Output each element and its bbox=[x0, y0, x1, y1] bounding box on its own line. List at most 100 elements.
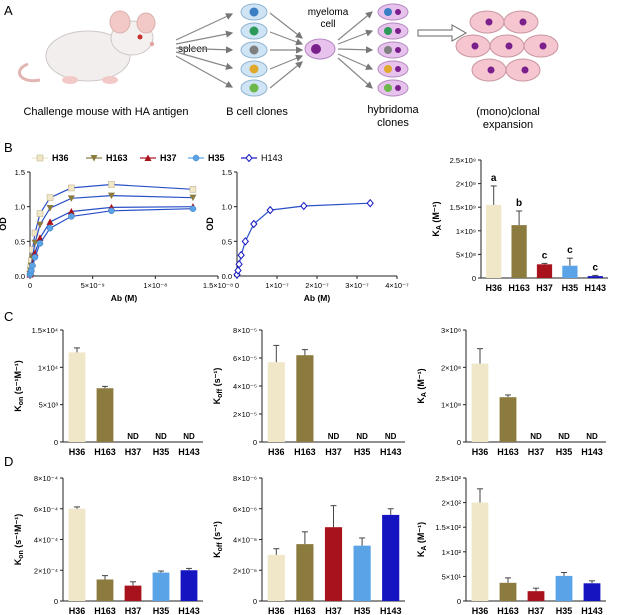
bar-H36 bbox=[68, 352, 86, 442]
point-H163 bbox=[67, 195, 75, 202]
chart-D1: 0 2×10⁻⁴ 4×10⁻⁴ 6×10⁻⁴ 8×10⁻⁴ H36 H163 H37 H35 H1… bbox=[13, 474, 203, 615]
x-tick-label: 1×10⁻⁷ bbox=[265, 281, 289, 290]
y-tick-label: 0.0 bbox=[222, 272, 232, 281]
point-H143 bbox=[300, 201, 308, 211]
point-H35 bbox=[68, 213, 75, 220]
y-tick-label: 6×10⁻⁵ bbox=[233, 354, 257, 363]
spleen-to-bcell-arrows bbox=[175, 13, 234, 88]
bar-H36 bbox=[267, 362, 285, 442]
bar-H37 bbox=[324, 527, 343, 601]
y-axis-label: KA (M⁻¹) bbox=[416, 368, 428, 403]
x-tick-label: 0 bbox=[235, 281, 239, 290]
bar-H163 bbox=[511, 225, 527, 278]
myeloma-label-2: cell bbox=[320, 19, 335, 30]
myeloma-to-hybridoma-arrows bbox=[337, 11, 374, 89]
category-label-H163: H163 bbox=[94, 606, 116, 615]
point-H35 bbox=[108, 207, 115, 215]
y-tick-label: 3×10⁸ bbox=[441, 326, 461, 335]
legend-marker-H163 bbox=[90, 155, 98, 162]
y-tick-label: 1×10² bbox=[442, 548, 462, 557]
annotation-H143: ND bbox=[183, 432, 195, 441]
point-H143 bbox=[234, 266, 242, 275]
hybridoma-2 bbox=[377, 22, 409, 40]
category-label-H36: H36 bbox=[69, 606, 86, 615]
category-label-H35: H35 bbox=[556, 606, 573, 615]
caption-expansion-1: (mono)clonal bbox=[476, 106, 540, 118]
category-label-H36: H36 bbox=[485, 283, 502, 293]
bcell-1 bbox=[240, 3, 268, 21]
bar-H35 bbox=[152, 572, 170, 601]
y-axis-label: Kon (s⁻¹M⁻¹) bbox=[13, 360, 25, 412]
bcell-3 bbox=[240, 41, 268, 59]
bcell-to-fusion-arrows bbox=[269, 12, 304, 89]
bar-H143 bbox=[382, 514, 400, 601]
y-tick-label: 1.5 bbox=[15, 168, 25, 177]
point-H143 bbox=[241, 237, 249, 246]
fit-line-H143 bbox=[236, 202, 371, 275]
category-label-H37: H37 bbox=[528, 447, 545, 457]
category-label-H36: H36 bbox=[472, 606, 489, 615]
bar-H163 bbox=[96, 579, 114, 601]
category-label-H35: H35 bbox=[562, 283, 579, 293]
annotation-H37: ND bbox=[328, 432, 340, 441]
panel-letter-b: B bbox=[4, 140, 13, 155]
category-label-H35: H35 bbox=[153, 447, 170, 457]
point-H163 bbox=[189, 194, 197, 202]
y-tick-label: 1.5×10⁹ bbox=[450, 203, 476, 212]
legend-label-H163: H163 bbox=[106, 153, 128, 163]
category-label-H36: H36 bbox=[268, 447, 285, 457]
expansion-arrow bbox=[417, 24, 468, 42]
category-label-H163: H163 bbox=[294, 606, 316, 615]
y-tick-label: 2.5×10² bbox=[435, 474, 461, 483]
y-axis-label: OD bbox=[205, 217, 215, 231]
annotation-H37: ND bbox=[127, 432, 139, 441]
point-H37 bbox=[31, 249, 39, 257]
category-label-H163: H163 bbox=[508, 283, 530, 293]
y-tick-label: 5×10⁸ bbox=[456, 250, 476, 259]
category-label-H37: H37 bbox=[125, 606, 142, 615]
legend-label-H36: H36 bbox=[52, 153, 69, 163]
y-tick-label: 0 bbox=[457, 597, 461, 606]
y-tick-label: 0.5 bbox=[222, 237, 232, 246]
caption-hybridoma-1: hybridoma bbox=[367, 104, 419, 116]
bar-H36 bbox=[471, 502, 489, 601]
x-axis-label: Ab (M) bbox=[304, 293, 331, 303]
bcell-5 bbox=[240, 79, 268, 97]
point-H143 bbox=[237, 250, 245, 260]
fit-line-H37 bbox=[29, 206, 193, 275]
annotation-H37: ND bbox=[530, 432, 542, 441]
chart-B1: 0.0 0.5 1.0 1.5 0 5×10⁻⁹ 1×10⁻⁸ 1.5×10⁻⁸ Ab (M) O… bbox=[0, 153, 233, 303]
point-H163 bbox=[36, 221, 44, 229]
category-label-H36: H36 bbox=[472, 447, 489, 457]
point-H163 bbox=[31, 239, 39, 247]
y-tick-label: 1.5×10² bbox=[435, 523, 461, 532]
point-H35 bbox=[31, 254, 39, 261]
y-tick-label: 8×10⁻⁴ bbox=[34, 474, 58, 483]
y-axis-label: Koff (s⁻¹) bbox=[212, 521, 224, 558]
point-H35 bbox=[189, 205, 197, 212]
myeloma-cell bbox=[304, 38, 336, 60]
point-H143 bbox=[235, 259, 243, 269]
point-H163 bbox=[107, 192, 115, 200]
y-axis-label: Koff (s⁻¹) bbox=[212, 368, 224, 405]
point-H143 bbox=[366, 198, 374, 208]
point-H36 bbox=[108, 181, 115, 188]
y-tick-label: 1.0 bbox=[15, 203, 25, 212]
point-H35 bbox=[29, 262, 36, 269]
bar-H37 bbox=[536, 264, 553, 278]
point-H35 bbox=[46, 224, 54, 232]
y-tick-label: 1.5×10⁴ bbox=[32, 326, 58, 335]
x-tick-label: 3×10⁻⁷ bbox=[345, 281, 369, 290]
point-H37 bbox=[36, 234, 44, 241]
annotation-H35: c bbox=[567, 245, 573, 256]
category-label-H163: H163 bbox=[497, 606, 519, 615]
annotation-H35: ND bbox=[558, 432, 570, 441]
x-tick-label: 1×10⁻⁸ bbox=[143, 281, 167, 290]
point-H163 bbox=[46, 205, 54, 212]
category-label-H163: H163 bbox=[94, 447, 116, 457]
y-tick-label: 1.5 bbox=[222, 168, 232, 177]
category-label-H143: H143 bbox=[380, 606, 402, 615]
x-axis-label: Ab (M) bbox=[111, 293, 138, 303]
legend-marker-H143 bbox=[245, 153, 253, 163]
bar-H37 bbox=[124, 585, 142, 601]
